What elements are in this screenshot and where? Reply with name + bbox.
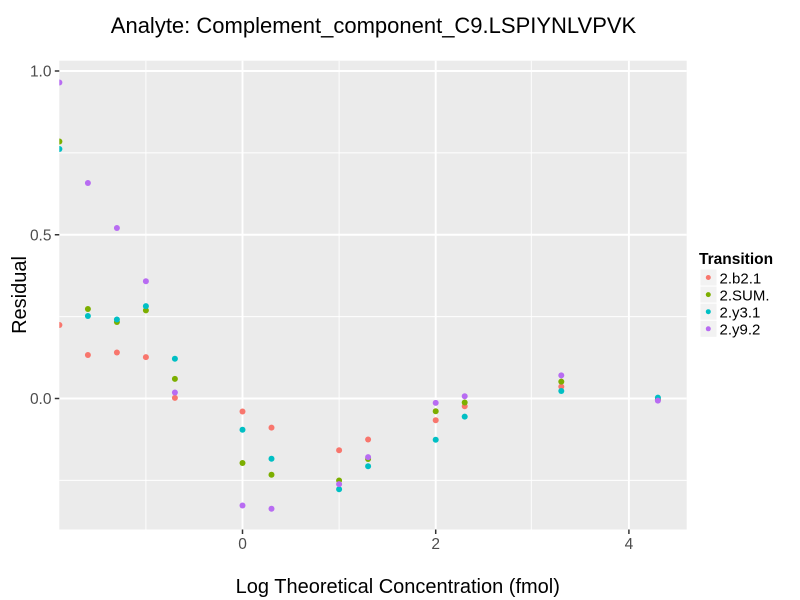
svg-text:0.5: 0.5	[30, 227, 52, 244]
svg-text:1.0: 1.0	[30, 64, 52, 81]
svg-text:Transition: Transition	[699, 251, 773, 268]
svg-text:2.SUM.: 2.SUM.	[720, 287, 770, 304]
svg-text:4: 4	[625, 536, 634, 553]
svg-text:2: 2	[431, 536, 440, 553]
svg-text:Analyte: Complement_component_: Analyte: Complement_component_C9.LSPIYNL…	[111, 13, 637, 38]
svg-text:Residual: Residual	[9, 256, 31, 334]
svg-text:2.y9.2: 2.y9.2	[720, 322, 761, 339]
svg-text:0: 0	[238, 536, 247, 553]
svg-text:2.b2.1: 2.b2.1	[720, 270, 762, 287]
svg-text:2.y3.1: 2.y3.1	[720, 305, 761, 322]
svg-text:Log Theoretical Concentration: Log Theoretical Concentration (fmol)	[236, 576, 560, 598]
svg-text:0.0: 0.0	[30, 391, 52, 408]
